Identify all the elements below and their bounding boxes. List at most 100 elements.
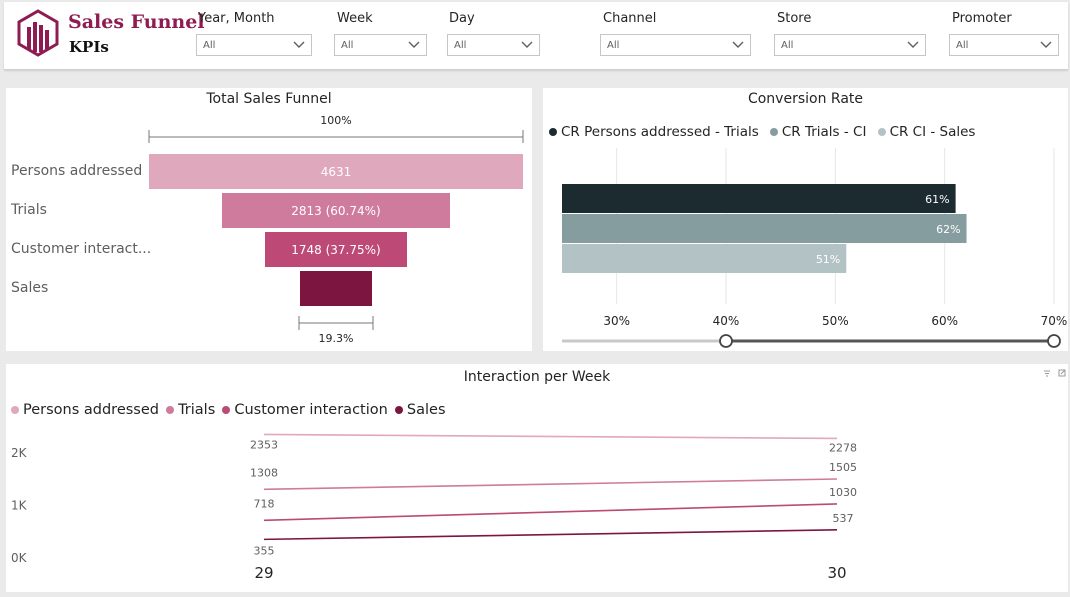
slicer-label-promoter: Promoter <box>952 11 1012 26</box>
weekly-line-chart: 0K 1K 2K 29 30 2353 2278 1308 1505 718 1030 355 537 <box>11 433 857 582</box>
slider-handle-max[interactable] <box>1047 334 1061 348</box>
series-line[interactable] <box>263 433 838 440</box>
chevron-down-icon <box>293 41 305 48</box>
slicer-value: All <box>341 40 354 51</box>
slicer-promoter-dropdown[interactable]: All <box>949 34 1059 56</box>
funnel-bar-label: 2813 (60.74%) <box>291 203 381 218</box>
slicer-label-channel: Channel <box>603 11 657 26</box>
slicer-value: All <box>781 40 794 51</box>
x-tick-label: 60% <box>931 314 958 328</box>
legend-label: Persons addressed <box>23 402 159 418</box>
legend-item[interactable]: Trials <box>166 402 215 418</box>
series-line[interactable] <box>263 529 838 541</box>
funnel-bar[interactable] <box>299 271 373 306</box>
slicer-value: All <box>454 40 467 51</box>
legend-label: CR Persons addressed - Trials <box>561 124 759 140</box>
conversion-bar[interactable] <box>562 244 847 273</box>
legend-label: Customer interaction <box>234 402 388 418</box>
focus-mode-icon[interactable] <box>1058 369 1066 377</box>
conversion-bar[interactable] <box>562 184 956 213</box>
logo-subtitle: KPIs <box>69 38 109 56</box>
y-tick-label: 0K <box>11 551 28 565</box>
funnel-bottom-bracket <box>298 316 374 330</box>
x-tick-label: 29 <box>254 564 273 582</box>
slider-handle-min[interactable] <box>719 334 733 348</box>
funnel-category-trials: Trials <box>11 202 47 218</box>
y-tick-label: 1K <box>11 499 28 513</box>
weekly-panel <box>6 364 1068 592</box>
funnel-bar[interactable]: 2813 (60.74%) <box>222 193 450 228</box>
chevron-down-icon <box>408 41 420 48</box>
slicer-day-dropdown[interactable]: All <box>447 34 540 56</box>
slicer-label-year-month: Year, Month <box>198 11 275 26</box>
weekly-title: Interaction per Week <box>463 369 611 385</box>
legend-item[interactable]: CR Persons addressed - Trials <box>549 124 759 140</box>
legend-dot <box>877 128 886 136</box>
legend-dot <box>394 406 403 414</box>
funnel-top-bracket <box>148 130 524 143</box>
legend-item[interactable]: Persons addressed <box>11 402 159 418</box>
data-label: 1308 <box>250 466 278 479</box>
slicer-label-week: Week <box>337 11 373 26</box>
x-tick-label: 30 <box>827 564 846 582</box>
conversion-bar[interactable] <box>562 214 967 243</box>
data-label: 718 <box>254 497 275 510</box>
funnel-bar[interactable]: 4631 <box>149 154 523 189</box>
chevron-down-icon <box>521 41 533 48</box>
funnel-bar[interactable]: 1748 (37.75%) <box>265 232 407 267</box>
slicer-week-dropdown[interactable]: All <box>334 34 427 56</box>
data-label: 537 <box>833 512 854 525</box>
conversion-bar-label: 61% <box>925 193 949 206</box>
chevron-down-icon <box>1040 41 1052 48</box>
legend-item[interactable]: CR Trials - CI <box>769 124 867 140</box>
legend-item[interactable]: Customer interaction <box>222 402 388 418</box>
chevron-down-icon <box>907 41 919 48</box>
slicer-value: All <box>203 40 216 51</box>
funnel-category-customer-interaction: Customer interact... <box>11 241 152 257</box>
legend-label: Trials <box>178 402 216 418</box>
slicer-store-dropdown[interactable]: All <box>774 34 926 56</box>
slicer-value: All <box>956 40 969 51</box>
conversion-legend: CR Persons addressed - Trials CR Trials … <box>549 121 981 140</box>
funnel-category-sales: Sales <box>11 280 49 296</box>
slicer-value: All <box>607 40 620 51</box>
funnel-bar-label: 1748 (37.75%) <box>291 242 381 257</box>
conversion-bar-label: 62% <box>936 223 960 236</box>
filter-icon[interactable] <box>1044 370 1050 377</box>
series-line[interactable] <box>263 503 838 522</box>
x-tick-label: 50% <box>822 314 849 328</box>
data-label: 355 <box>254 544 275 557</box>
y-tick-label: 2K <box>11 446 28 460</box>
funnel-top-label: 100% <box>320 114 352 127</box>
legend-label: CR CI - Sales <box>889 124 976 140</box>
slicer-channel-dropdown[interactable]: All <box>600 34 751 56</box>
logo-title: Sales Funnel <box>68 11 205 33</box>
legend-dot <box>549 128 557 136</box>
funnel-category-persons: Persons addressed <box>11 163 143 179</box>
legend-label: CR Trials - CI <box>781 124 867 140</box>
legend-dot <box>769 128 778 136</box>
legend-dot <box>166 406 175 414</box>
visual-header-icons <box>1044 369 1066 377</box>
x-tick-label: 70% <box>1041 314 1068 328</box>
funnel-title: Total Sales Funnel <box>206 91 332 107</box>
data-label: 2353 <box>250 438 278 451</box>
weekly-legend: Persons addressed Trials Customer intera… <box>11 399 448 418</box>
slicer-year-month-dropdown[interactable]: All <box>196 34 312 56</box>
legend-item[interactable]: Sales <box>394 402 446 418</box>
legend-label: Sales <box>406 402 446 418</box>
legend-dot <box>222 406 231 414</box>
slicer-label-day: Day <box>449 11 475 26</box>
conversion-chart: 30% 40% 50% 60% 70% 61% 62% 51% <box>562 148 1068 348</box>
legend-item[interactable]: CR CI - Sales <box>877 124 976 140</box>
x-tick-label: 30% <box>603 314 630 328</box>
funnel-bottom-label: 19.3% <box>318 332 354 345</box>
conversion-title: Conversion Rate <box>747 91 864 107</box>
series-line[interactable] <box>263 478 838 491</box>
data-label: 1030 <box>829 486 857 499</box>
data-label: 2278 <box>829 441 857 454</box>
chevron-down-icon <box>732 41 744 48</box>
x-tick-label: 40% <box>713 314 740 328</box>
bar-chart-logo-icon <box>17 9 59 57</box>
conversion-bar-label: 51% <box>816 253 840 266</box>
